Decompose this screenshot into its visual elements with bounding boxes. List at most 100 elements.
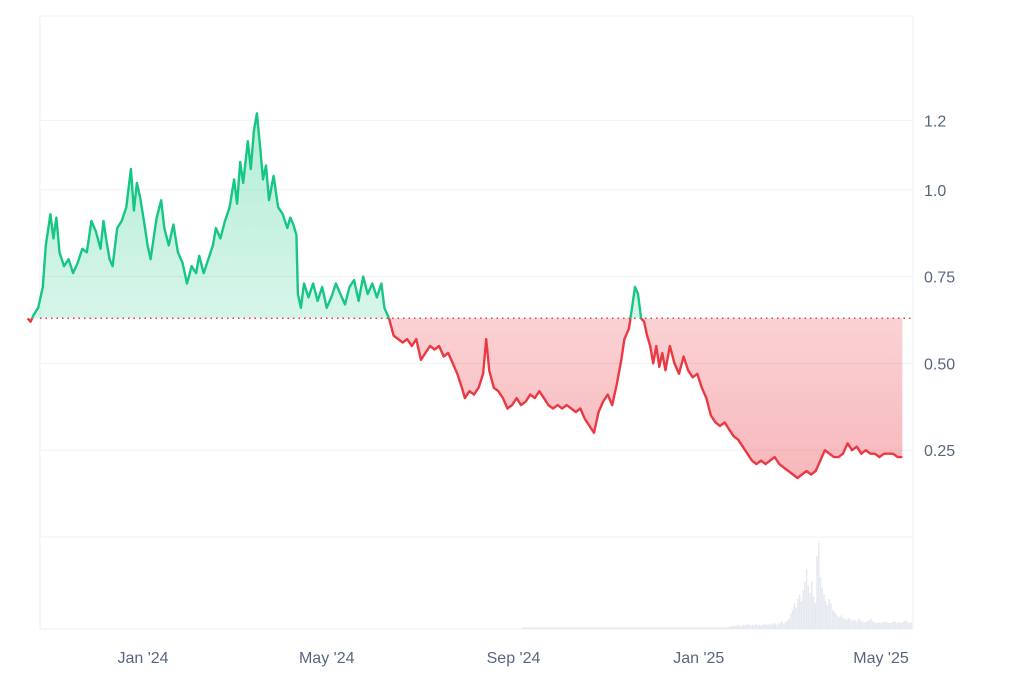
volume-bar [873,622,876,629]
volume-bar [619,627,622,629]
area-fill-below-baseline [27,318,903,478]
volume-bar [663,627,665,629]
volume-bar [680,627,683,629]
volume-bar [891,622,893,629]
volume-bar [824,600,827,629]
volume-bar [781,621,783,629]
volume-bar [723,627,726,629]
volume-bar [690,627,693,629]
volume-bar [800,601,803,629]
volume-bar [659,627,662,629]
volume-bar [732,625,735,629]
volume-bar [905,620,907,629]
volume-bar [577,627,580,629]
volume-bar [805,568,808,629]
volume-bar [636,627,639,629]
volume-bar [525,627,528,629]
volume-bar [783,623,785,629]
volume-bar [633,627,635,629]
volume-bar [675,627,677,629]
volume-bar [784,622,787,629]
volume-bar [699,627,702,629]
volume-bar [837,616,839,629]
volume-bar [894,622,897,629]
volume-bar [582,627,585,629]
volume-bar [807,586,810,629]
volume-bar [718,627,721,629]
volume-bar [607,627,609,629]
volume-bar [878,622,881,629]
volume-bar [845,619,848,629]
volume-bar [838,616,841,629]
y-tick-label: 0.50 [924,356,955,373]
x-tick-label: May '25 [853,650,909,667]
volume-bar [532,627,535,629]
y-tick-label: 1.0 [924,183,946,200]
volume-bar [617,627,620,629]
volume-bar [539,627,541,629]
volume-bar [584,627,587,629]
volume-bar [823,594,825,629]
volume-bar [804,581,806,629]
volume-bar [903,621,905,629]
volume-bar [645,627,648,629]
x-tick-label: Jan '24 [117,650,168,667]
volume-bar [556,627,559,629]
volume-bar [882,622,884,629]
volume-bar [643,627,646,629]
volume-bar [657,627,660,629]
volume-bar [870,618,872,629]
volume-bar [553,627,555,629]
volume-bar [835,613,837,629]
volume-bar [830,603,832,629]
volume-bar [875,622,878,629]
volume-bar [649,627,651,629]
volume-bar [776,624,778,629]
volume-bar [635,627,637,629]
volume-bar [892,621,895,629]
volume-bar [654,627,656,629]
volume-bar [764,623,766,629]
volume-bar [704,627,707,629]
volume-bar [793,603,796,629]
volume-bar [774,623,777,629]
volume-bar [866,621,869,629]
volume-bar [603,627,606,629]
volume-bar [788,618,790,629]
price-line-up [27,112,643,319]
volume-bar [715,627,717,629]
volume-bar [600,627,602,629]
volume-bar [864,622,867,629]
volume-bar [687,627,689,629]
volume-bar [614,627,616,629]
volume-bar [598,627,601,629]
volume-bar [537,627,540,629]
volume-bar [596,627,599,629]
volume-bar [542,627,545,629]
volume-bar [560,627,562,629]
volume-bar [797,598,799,629]
volume-bar [753,625,756,629]
volume-bar [523,627,526,629]
volume-bar [746,623,749,629]
volume-bar [602,627,604,629]
volume-bar [795,607,797,629]
volume-bar [640,627,642,629]
volume-bar [885,622,888,629]
volume-bar [898,622,900,629]
volume-bar [809,592,811,629]
y-tick-label: 0.25 [924,443,955,460]
volume-bar [669,627,672,629]
volume-bar [626,627,629,629]
volume-bar [689,627,691,629]
volume-bar [558,627,561,629]
volume-bar [889,622,891,629]
volume-bar [791,610,794,629]
volume-bar [772,622,775,629]
volume-bar [589,627,592,629]
volume-bar [710,627,712,629]
volume-bar [722,627,724,629]
volume-bar [767,624,770,629]
volume-bar [563,627,566,629]
